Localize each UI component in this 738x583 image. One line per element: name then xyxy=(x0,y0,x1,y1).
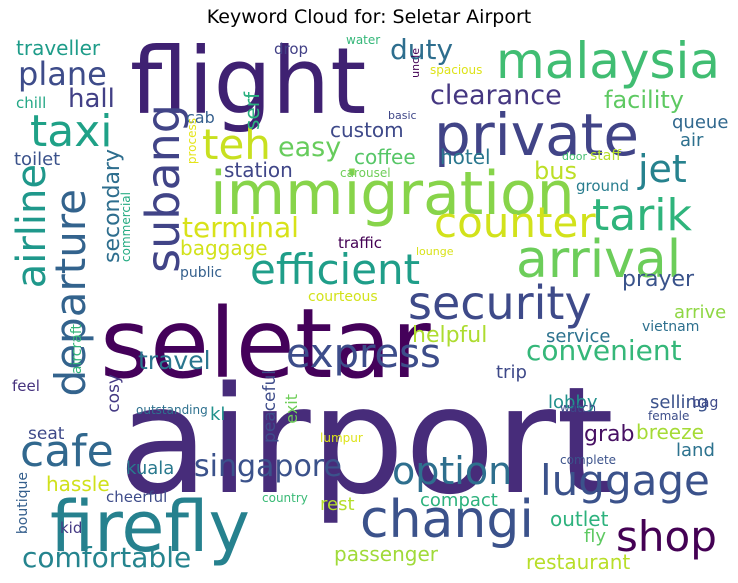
word-staff: staff xyxy=(590,148,622,164)
word-station: station xyxy=(224,158,293,182)
word-lobby: lobby xyxy=(548,392,598,413)
word-kl: kl xyxy=(210,404,226,425)
word-watch: watch xyxy=(560,401,597,415)
word-shop: shop xyxy=(616,512,717,561)
word-commercial: commercial xyxy=(119,192,133,262)
word-toilet: toilet xyxy=(14,149,61,170)
word-coffee: coffee xyxy=(354,145,416,169)
word-country: country xyxy=(262,491,308,505)
word-changi: changi xyxy=(360,490,534,550)
word-teh: teh xyxy=(202,120,271,169)
word-hotel: hotel xyxy=(440,145,491,169)
word-singapore: singapore xyxy=(194,449,342,484)
word-hassle: hassle xyxy=(46,472,110,496)
word-passenger: passenger xyxy=(334,542,438,566)
word-compact: compact xyxy=(420,490,498,511)
word-female: female xyxy=(648,409,690,423)
word-exit: exit xyxy=(282,394,301,424)
word-security: security xyxy=(408,276,592,330)
word-malaysia: malaysia xyxy=(496,34,721,90)
word-public: public xyxy=(180,265,223,281)
word-comfortable: comfortable xyxy=(22,541,192,574)
word-ground: ground xyxy=(576,177,630,195)
word-arrive: arrive xyxy=(674,302,727,323)
word-outstanding: outstanding xyxy=(136,403,208,417)
word-service: service xyxy=(546,326,611,347)
word-tarik: tarik xyxy=(592,190,693,241)
word-peaceful: peaceful xyxy=(260,370,280,443)
word-efficient: efficient xyxy=(250,245,421,294)
word-airport: airport xyxy=(118,355,615,527)
word-travel: travel xyxy=(138,346,211,375)
word-lumpur: lumpur xyxy=(320,431,363,445)
word-fly: fly xyxy=(584,526,606,547)
word-door: door xyxy=(562,150,587,163)
word-option: option xyxy=(392,449,513,493)
word-arrival: arrival xyxy=(516,230,682,290)
word-immigration: immigration xyxy=(210,159,575,229)
word-seletar: seletar xyxy=(100,288,431,400)
word-uncle: uncle xyxy=(409,48,422,78)
word-queue: queue xyxy=(672,112,728,133)
word-seat: seat xyxy=(28,424,65,444)
word-rest: rest xyxy=(320,494,355,515)
word-firefly: firefly xyxy=(50,486,250,568)
word-trip: trip xyxy=(496,362,527,383)
word-clearance: clearance xyxy=(430,80,562,111)
word-feel: feel xyxy=(12,377,40,395)
word-easy: easy xyxy=(278,132,342,163)
word-aircraft: aircraft xyxy=(69,324,85,375)
word-taxi: taxi xyxy=(30,106,113,157)
word-bag: bag xyxy=(692,395,719,411)
word-hall: hall xyxy=(68,84,115,114)
word-cheerful: cheerful xyxy=(106,488,168,506)
word-selling: selling xyxy=(650,392,709,413)
word-courteous: courteous xyxy=(308,289,378,305)
chart-title: Keyword Cloud for: Seletar Airport xyxy=(206,6,532,28)
word-kuala: kuala xyxy=(126,458,175,479)
word-outlet: outlet xyxy=(550,507,609,531)
word-prayer: prayer xyxy=(622,267,695,292)
word-cafe: cafe xyxy=(20,426,114,477)
word-jet: jet xyxy=(638,147,687,191)
word-duty: duty xyxy=(390,34,454,66)
word-bus: bus xyxy=(534,157,577,185)
word-airline: airline xyxy=(10,164,55,289)
word-custom: custom xyxy=(330,118,404,142)
word-plane: plane xyxy=(18,55,107,93)
word-grab: grab xyxy=(584,422,635,447)
word-air: air xyxy=(680,130,704,151)
word-water: water xyxy=(346,34,381,47)
word-kid: kid xyxy=(60,519,83,537)
word-counter: counter xyxy=(434,198,596,247)
word-luggage: luggage xyxy=(540,456,710,505)
word-vietnam: vietnam xyxy=(642,319,700,335)
word-facility: facility xyxy=(604,86,684,114)
word-chill: chill xyxy=(16,94,47,112)
word-traveller: traveller xyxy=(16,36,101,60)
word-basic: basic xyxy=(388,109,417,122)
word-process: process xyxy=(185,118,199,165)
word-carousel: carousel xyxy=(340,166,391,180)
word-lounge: lounge xyxy=(416,245,454,258)
word-private: private xyxy=(434,101,640,169)
word-baggage: baggage xyxy=(180,236,268,260)
word-flight: flight xyxy=(130,34,367,135)
word-restaurant: restaurant xyxy=(526,550,631,574)
word-convenient: convenient xyxy=(526,334,682,367)
word-cab: cab xyxy=(186,108,215,127)
word-land: land xyxy=(676,440,715,461)
word-boutique: boutique xyxy=(15,472,31,535)
word-helpful: helpful xyxy=(412,323,488,348)
word-drop: drop xyxy=(274,40,309,58)
word-breeze: breeze xyxy=(636,420,704,444)
word-complete: complete xyxy=(560,453,617,467)
word-cosy: cosy xyxy=(104,374,124,413)
word-terminal: terminal xyxy=(182,211,299,244)
keyword-cloud: airport seletar flight immigration private fi… xyxy=(10,34,728,578)
word-spacious: spacious xyxy=(430,63,483,77)
word-serf: serf xyxy=(240,92,264,130)
word-traffic: traffic xyxy=(338,234,382,252)
word-express: express xyxy=(286,331,441,377)
